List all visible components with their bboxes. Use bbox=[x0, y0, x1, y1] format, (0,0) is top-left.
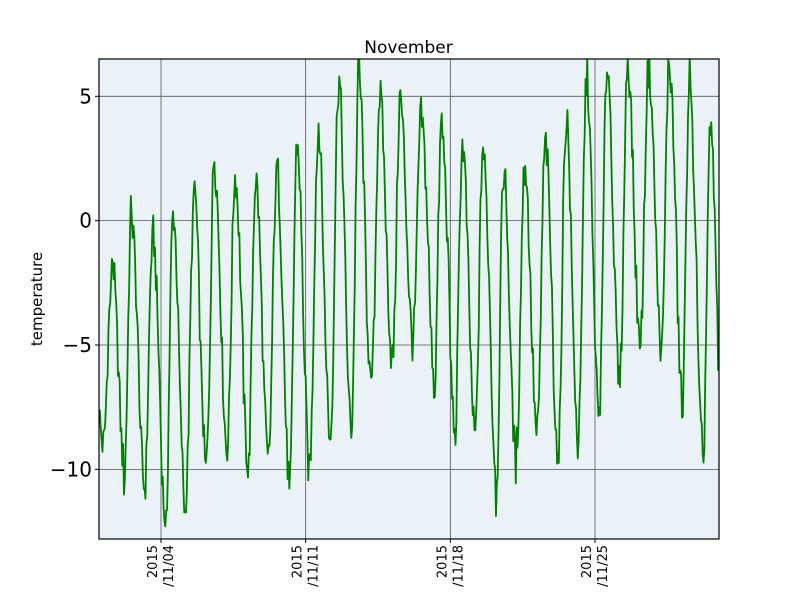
temperature-series-line bbox=[99, 59, 719, 528]
y-tick-label: 0 bbox=[79, 209, 92, 233]
x-tick-label-year: 2015 bbox=[146, 545, 161, 578]
x-tick-label: 2015/11/11 bbox=[291, 545, 322, 587]
y-tick-label: 5 bbox=[79, 84, 92, 108]
x-tick-label: 2015/11/25 bbox=[580, 545, 611, 587]
x-tick-label: 2015/11/18 bbox=[435, 545, 466, 587]
x-tick-label-date: /11/18 bbox=[451, 545, 466, 587]
x-tick-label-year: 2015 bbox=[435, 545, 450, 578]
x-tick-label-date: /11/25 bbox=[596, 545, 611, 587]
chart-title: November bbox=[364, 38, 452, 58]
axes-frame bbox=[98, 58, 720, 540]
x-tick-label-year: 2015 bbox=[291, 545, 306, 578]
y-axis-label: temperature bbox=[28, 252, 46, 346]
x-tick-label-date: /11/04 bbox=[162, 545, 177, 587]
y-tick-label: −10 bbox=[50, 457, 92, 481]
y-tick-label: −5 bbox=[63, 333, 92, 357]
x-tick-label: 2015/11/04 bbox=[146, 545, 177, 587]
grid-lines bbox=[99, 59, 719, 539]
x-tick-label-date: /11/11 bbox=[307, 545, 322, 587]
x-tick-label-year: 2015 bbox=[580, 545, 595, 578]
